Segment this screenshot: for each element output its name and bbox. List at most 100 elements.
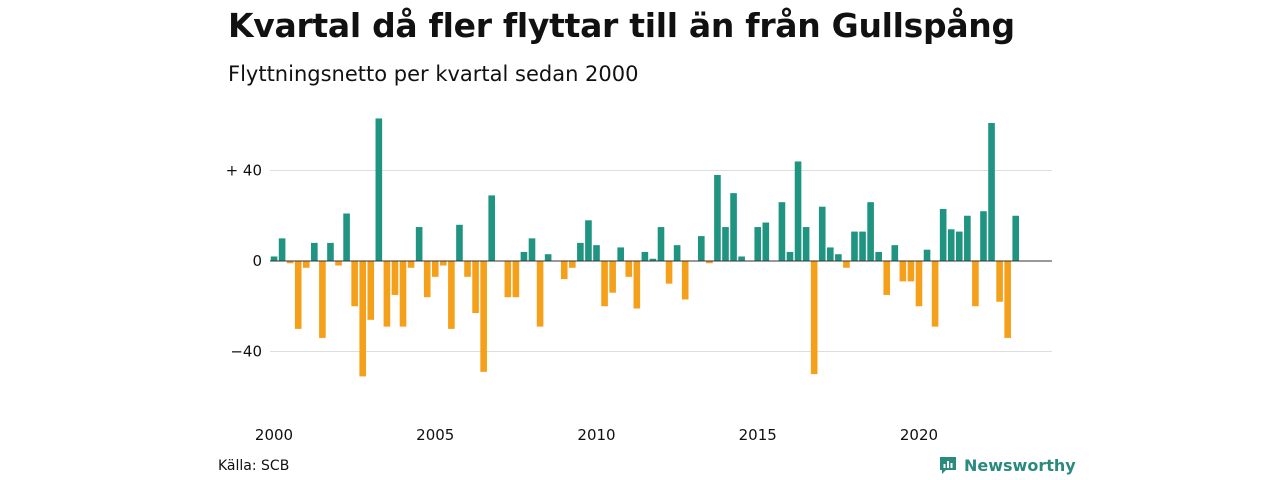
bar [810, 261, 818, 375]
bar [649, 258, 657, 261]
x-tick-label: 2005 [416, 426, 454, 444]
source-note: Källa: SCB [218, 458, 290, 474]
bar [867, 202, 874, 262]
bar [431, 261, 439, 277]
bar [939, 208, 947, 261]
bar [270, 256, 278, 262]
bar [1004, 261, 1011, 338]
bar [327, 242, 334, 261]
bar [706, 261, 713, 264]
bar [472, 261, 479, 314]
bar [859, 231, 866, 261]
bar [528, 238, 536, 262]
bar [617, 247, 624, 262]
bar [843, 261, 850, 268]
bar [988, 122, 995, 262]
bar [802, 227, 810, 261]
bar [480, 261, 487, 372]
bar [351, 261, 358, 307]
bar [915, 261, 923, 307]
bar [343, 213, 350, 261]
bar [577, 242, 584, 261]
brand-logo: Newsworthy [938, 455, 1076, 475]
bar [456, 224, 463, 261]
bar [851, 231, 858, 261]
bar [722, 227, 729, 261]
bar [754, 227, 762, 261]
bar [488, 195, 496, 261]
bar [407, 261, 415, 268]
bar [609, 261, 616, 293]
bar [794, 161, 802, 261]
gridlines [270, 170, 1052, 352]
bar [520, 251, 528, 261]
bar [560, 261, 568, 280]
bar [601, 261, 608, 307]
chart-title: Kvartal då fler flyttar till än från Gul… [228, 6, 1015, 45]
bar [947, 229, 955, 261]
bar [593, 245, 600, 261]
bar [786, 251, 794, 261]
bar [440, 261, 447, 266]
x-tick-label: 2010 [577, 426, 615, 444]
bar [980, 211, 987, 261]
bar [714, 175, 721, 261]
bar [504, 261, 512, 298]
y-tick-label: 0 [252, 252, 262, 270]
bar [335, 261, 342, 266]
bar [359, 261, 367, 377]
bar [923, 249, 931, 261]
bar [569, 261, 576, 268]
bar [294, 261, 302, 329]
bar [996, 261, 1003, 302]
bar [319, 261, 326, 338]
bar [464, 261, 471, 277]
y-tick-label: + 40 [226, 162, 262, 180]
bar [835, 254, 842, 261]
bar [972, 261, 979, 307]
bar-chart: + 40 0 −40 2000 2005 2010 2015 2020 [226, 118, 1052, 444]
bar [875, 251, 882, 261]
bar [633, 261, 641, 309]
bar [375, 118, 383, 262]
bar [585, 220, 592, 262]
bar [698, 236, 705, 261]
bar [383, 261, 391, 327]
x-tick-label: 2000 [255, 426, 293, 444]
bar [964, 215, 971, 261]
x-tick-label: 2020 [900, 426, 938, 444]
bar [762, 222, 770, 261]
bar [931, 261, 939, 327]
bar [536, 261, 544, 327]
brand-name: Newsworthy [964, 455, 1076, 475]
bar [641, 251, 649, 261]
bar [665, 261, 673, 284]
x-tick-label: 2015 [739, 426, 777, 444]
bar [681, 261, 689, 300]
bar [955, 231, 963, 261]
bar [399, 261, 407, 327]
bar [423, 261, 431, 298]
bar [302, 261, 310, 268]
bar [738, 256, 745, 262]
bar [907, 261, 915, 282]
bar [657, 227, 665, 261]
y-tick-label: −40 [230, 343, 262, 361]
bar [391, 261, 399, 295]
bar [311, 242, 318, 261]
bar [818, 206, 826, 261]
bar [544, 254, 552, 261]
y-axis-labels: + 40 0 −40 [226, 162, 262, 361]
bar [899, 261, 907, 282]
bar [673, 245, 681, 261]
bar [625, 261, 633, 277]
x-axis-labels: 2000 2005 2010 2015 2020 [255, 426, 938, 444]
bar [891, 245, 899, 261]
bar [778, 202, 786, 262]
bar [286, 261, 294, 264]
bar [512, 261, 520, 298]
bars [270, 118, 1020, 377]
newsworthy-logo-icon [940, 457, 956, 474]
bar [415, 227, 423, 261]
chart-subtitle: Flyttningsnetto per kvartal sedan 2000 [228, 62, 639, 86]
